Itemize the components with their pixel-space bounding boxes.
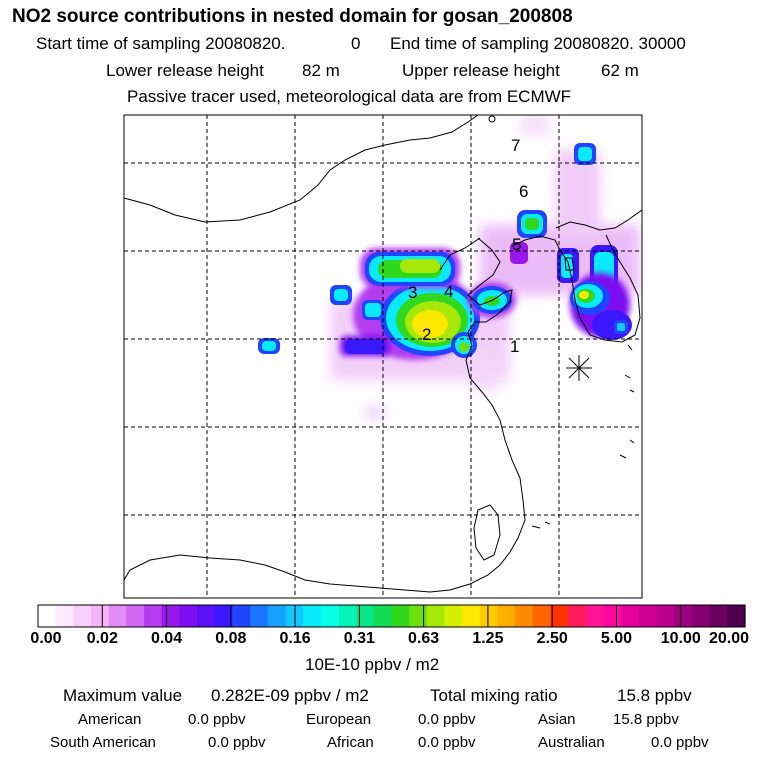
colorbar [37,604,746,628]
asian-label: Asian [538,711,576,728]
colorbar-tick-label: 5.00 [600,630,633,647]
colorbar-swatch [161,605,181,627]
plume-west [258,285,390,356]
lower-release-label: Lower release height [106,61,264,80]
colorbar-swatch [391,605,410,627]
colorbar-tick-label: 0.04 [150,630,183,647]
colorbar-tick-label: 2.50 [536,630,568,647]
colorbar-swatch [73,605,92,627]
start-time-label: Start time of sampling 20080820. [36,34,286,53]
colorbar-swatch [285,605,304,627]
map-frame [123,114,643,599]
australian-label: Australian [538,734,605,751]
colorbar-tick-label: 0.16 [279,630,311,647]
colorbar-swatch [214,605,234,627]
colorbar-tick-label: 1.25 [472,630,504,647]
plume-north-sea [510,143,596,264]
european-value: 0.0 ppbv [418,711,476,728]
colorbar-tick-label: 0.31 [343,630,375,647]
colorbar-tick-label: 0.08 [215,630,247,647]
colorbar-swatch [515,605,534,627]
colorbar-units: 10E-10 ppbv / m2 [305,655,440,674]
colorbar-tick-label: 20.00 [708,630,750,647]
max-value-label: Maximum value [63,686,183,705]
colorbar-swatch [656,605,675,627]
start-time-value: 0 [351,34,361,53]
colorbar-swatch [250,605,269,627]
plume-north [360,248,460,288]
region-label-5: 5 [512,235,521,254]
colorbar-swatch [144,605,163,627]
colorbar-swatch [727,605,746,627]
colorbar-swatch [638,605,658,627]
colorbar-swatch [603,605,622,627]
colorbar-swatch [126,605,145,627]
colorbar-swatch [55,605,74,627]
colorbar-swatch [674,605,693,627]
max-value: 0.282E-09 ppbv / m2 [211,686,369,705]
colorbar-swatch [232,605,251,627]
tracer-note: Passive tracer used, meteorological data… [127,87,572,106]
colorbar-swatch [426,605,446,627]
total-mixing-label: Total mixing ratio [430,686,558,705]
colorbar-frame [37,604,746,628]
total-mixing-value: 15.8 ppbv [617,686,692,705]
colorbar-swatch [267,605,287,627]
colorbar-swatch [568,605,587,627]
plot-title: NO2 source contributions in nested domai… [12,6,573,27]
south-american-value: 0.0 ppbv [208,734,266,751]
region-label-2: 2 [422,325,431,344]
colorbar-swatch [532,605,552,627]
lower-release-value: 82 m [302,61,340,80]
american-value: 0.0 ppbv [188,711,246,728]
colorbar-tick-label: 10.00 [660,630,701,647]
colorbar-swatch [197,605,216,627]
colorbar-swatch [409,605,428,627]
colorbar-swatch [108,605,127,627]
region-label-4: 4 [444,282,453,301]
south-american-label: South American [50,734,156,751]
colorbar-swatch [585,605,605,627]
region-label-6: 6 [519,182,528,201]
region-label-3: 3 [408,283,417,302]
colorbar-swatch [479,605,499,627]
region-label-7: 7 [511,136,520,155]
colorbar-swatch [709,605,728,627]
end-time-label: End time of sampling 20080820. 30000 [390,34,686,53]
region-label-1: 1 [510,337,519,356]
colorbar-tick-label: 0.63 [408,630,440,647]
colorbar-swatch [320,605,340,627]
map-panel: 1 2 3 4 5 6 7 [124,115,642,598]
colorbar-tick-label: 0.00 [30,630,62,647]
upper-release-label: Upper release height [402,61,560,80]
coastlines [124,115,642,593]
colorbar-swatch [338,605,357,627]
colorbar-tick-label: 0.02 [86,630,118,647]
map-grid [124,115,642,598]
colorbar-swatch [91,605,110,627]
colorbar-swatch [462,605,481,627]
colorbar-swatch [38,605,57,627]
colorbar-swatch [550,605,569,627]
colorbar-swatch [356,605,375,627]
colorbar-swatch [179,605,198,627]
colorbar-swatch [691,605,711,627]
european-label: European [306,711,372,728]
colorbar-swatch [373,605,393,627]
plume-korea [557,245,632,340]
african-label: African [327,734,374,751]
upper-release-value: 62 m [601,61,639,80]
australian-value: 0.0 ppbv [651,734,709,751]
african-value: 0.0 ppbv [418,734,476,751]
asian-value: 15.8 ppbv [613,711,679,728]
colorbar-swatch [621,605,640,627]
colorbar-swatch [497,605,516,627]
colorbar-swatch [444,605,463,627]
colorbar-ticks: 0.00 0.02 0.04 0.08 0.16 0.31 0.63 1.25 2.50 5.00… [0,630,768,650]
american-label: American [78,711,142,728]
colorbar-swatch [303,605,322,627]
receptor-star-icon [566,355,592,381]
